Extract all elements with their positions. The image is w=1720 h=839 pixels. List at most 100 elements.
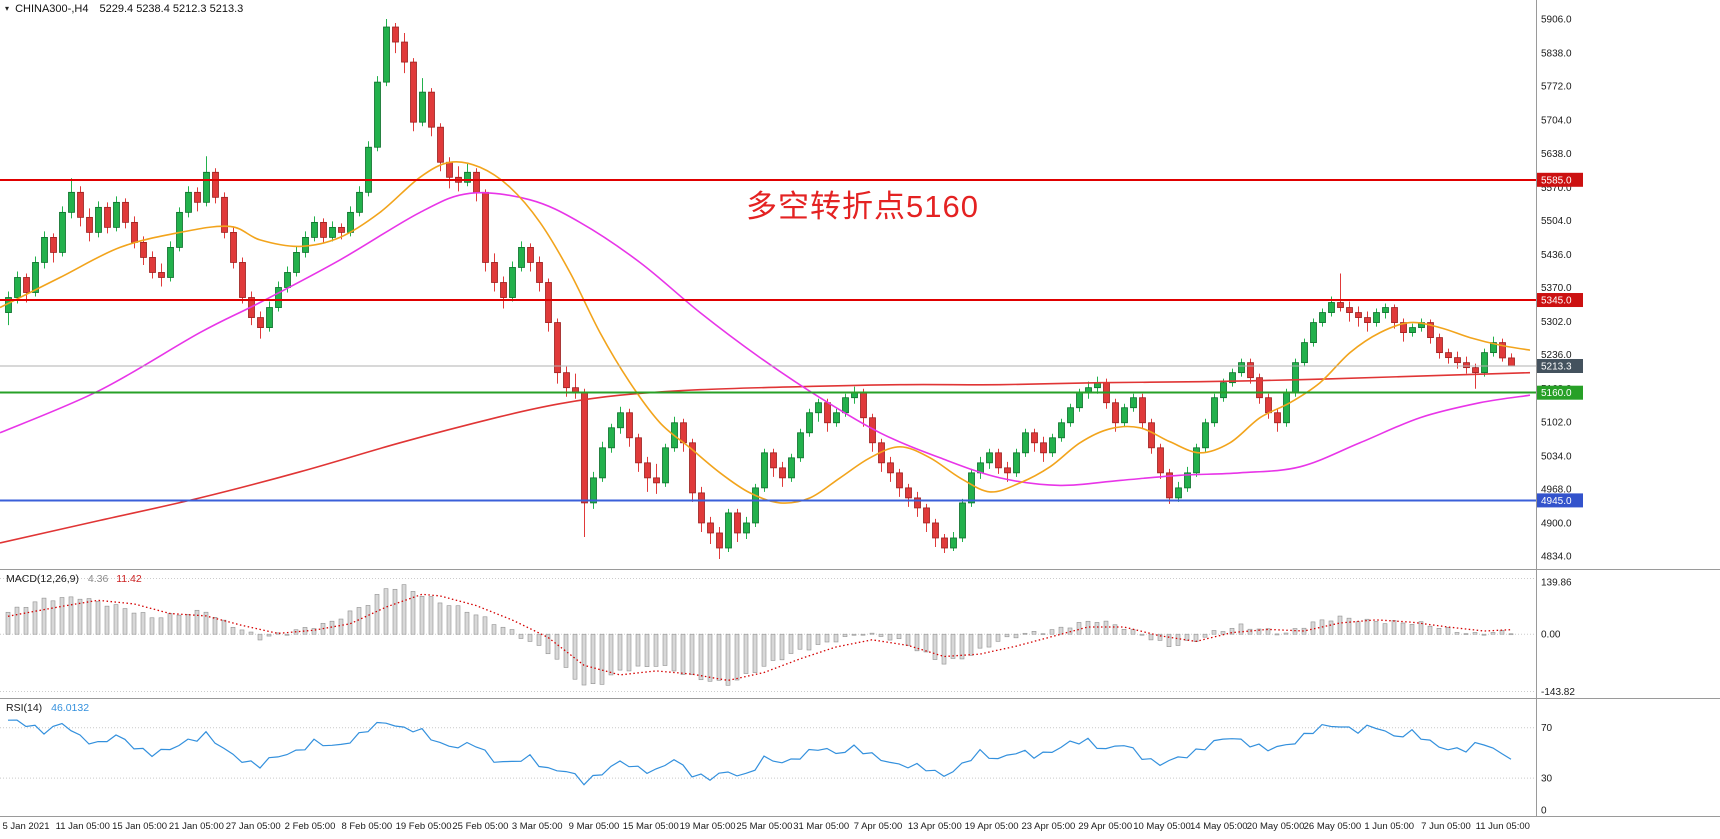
- candle: [1400, 318, 1407, 342]
- time-tick: 11 Jan 05:00: [56, 821, 110, 832]
- rsi-axis-label: 0: [1541, 806, 1547, 817]
- time-tick: 8 Feb 05:00: [341, 821, 392, 832]
- price-tick: 5370.0: [1541, 283, 1572, 294]
- price-tick: 4968.0: [1541, 484, 1572, 495]
- candle: [104, 202, 111, 234]
- candle: [401, 33, 408, 74]
- candle: [374, 76, 381, 152]
- candle: [1121, 403, 1128, 427]
- time-tick: 25 Mar 05:00: [736, 821, 792, 832]
- price-tick: 5838.0: [1541, 49, 1572, 60]
- candle: [1373, 308, 1380, 327]
- candle: [905, 483, 912, 507]
- candle: [1310, 318, 1317, 347]
- macd-axis-label: 0.00: [1541, 630, 1561, 641]
- candle: [599, 441, 606, 482]
- candle: [1409, 323, 1416, 337]
- candle: [1436, 333, 1443, 359]
- time-tick: 19 Feb 05:00: [396, 821, 452, 832]
- time-tick: 21 Jan 05:00: [169, 821, 224, 832]
- chart-menu-triangle-icon[interactable]: ▾: [5, 4, 10, 13]
- price-tick: 5906.0: [1541, 15, 1572, 26]
- candle: [707, 516, 714, 544]
- candle: [5, 291, 12, 326]
- candle: [1463, 356, 1470, 374]
- price-badge-4945.0: 4945.0: [1537, 493, 1583, 508]
- candle: [932, 518, 939, 547]
- candle: [1274, 408, 1281, 432]
- candle: [941, 533, 948, 553]
- candle: [923, 503, 930, 532]
- candle: [572, 373, 579, 399]
- candle: [977, 456, 984, 479]
- candle: [1292, 358, 1299, 397]
- price-pane[interactable]: [0, 19, 1536, 560]
- macd-signal-line: [7, 593, 1512, 682]
- candle: [752, 483, 759, 527]
- macd-pane[interactable]: [0, 577, 1536, 693]
- candle: [815, 398, 822, 422]
- candle: [473, 168, 480, 202]
- ma-fast-orange: [0, 160, 1531, 504]
- rsi-pane[interactable]: [0, 719, 1536, 786]
- candle: [1265, 393, 1272, 419]
- price-tick: 5236.0: [1541, 350, 1572, 361]
- candle: [1382, 303, 1389, 319]
- candle: [464, 163, 471, 187]
- candle: [1148, 418, 1155, 454]
- candle: [1040, 436, 1047, 462]
- candle: [500, 276, 507, 309]
- candle: [410, 58, 417, 132]
- candle: [860, 388, 867, 427]
- candle: [1004, 461, 1011, 482]
- candle: [1301, 338, 1308, 367]
- candle: [1085, 381, 1092, 399]
- time-tick: 9 Mar 05:00: [569, 821, 620, 832]
- candle: [437, 123, 444, 172]
- candle: [1139, 393, 1146, 429]
- time-axis[interactable]: 5 Jan 2021 11 Jan 05:00 15 Jan 05:00 21 Jan…: [2, 821, 1529, 832]
- candle: [1490, 336, 1497, 357]
- candle: [788, 453, 795, 482]
- candle: [167, 241, 174, 282]
- symbol-ohlc-readout: ▾ CHINA300-,H4 5229.4 5238.4 5212.3 5213…: [5, 3, 243, 15]
- candle: [851, 386, 858, 404]
- candle: [50, 233, 57, 263]
- candle: [833, 408, 840, 427]
- time-tick: 23 Apr 05:00: [1021, 821, 1075, 832]
- svg-text:4945.0: 4945.0: [1541, 496, 1572, 507]
- svg-text:5345.0: 5345.0: [1541, 296, 1572, 307]
- candle: [455, 166, 462, 192]
- candle: [878, 438, 885, 472]
- candle: [1481, 348, 1488, 377]
- candle: [140, 236, 147, 265]
- candle: [1238, 358, 1245, 377]
- candle: [41, 231, 48, 269]
- candle: [158, 263, 165, 287]
- price-badge-5585.0: 5585.0: [1537, 172, 1583, 187]
- rsi-axis-label: 30: [1541, 774, 1553, 785]
- rsi-value: 46.0132: [51, 702, 90, 714]
- candle: [491, 253, 498, 292]
- candle: [221, 192, 228, 239]
- time-tick: 29 Apr 05:00: [1078, 821, 1132, 832]
- candle: [986, 448, 993, 469]
- candle: [869, 413, 876, 452]
- chart-annotation-text: 多空转折点5160: [746, 189, 979, 224]
- candle: [1031, 428, 1038, 452]
- candle: [1508, 353, 1515, 367]
- candle: [662, 443, 669, 487]
- time-tick: 2 Feb 05:00: [285, 821, 336, 832]
- candle: [1364, 311, 1371, 332]
- rsi-indicator-label: RSI(14) 46.0132: [6, 702, 89, 714]
- candles-layer: [5, 19, 1515, 560]
- price-tick: 5638.0: [1541, 149, 1572, 160]
- candle: [59, 206, 66, 257]
- candle: [1247, 358, 1254, 384]
- candle: [1391, 304, 1398, 329]
- price-axis[interactable]: 5906.0 5838.0 5772.0 5704.0 5638.0 5570.0 5504…: [1537, 15, 1583, 817]
- macd-name: MACD(12,26,9): [6, 573, 79, 585]
- candle: [626, 408, 633, 447]
